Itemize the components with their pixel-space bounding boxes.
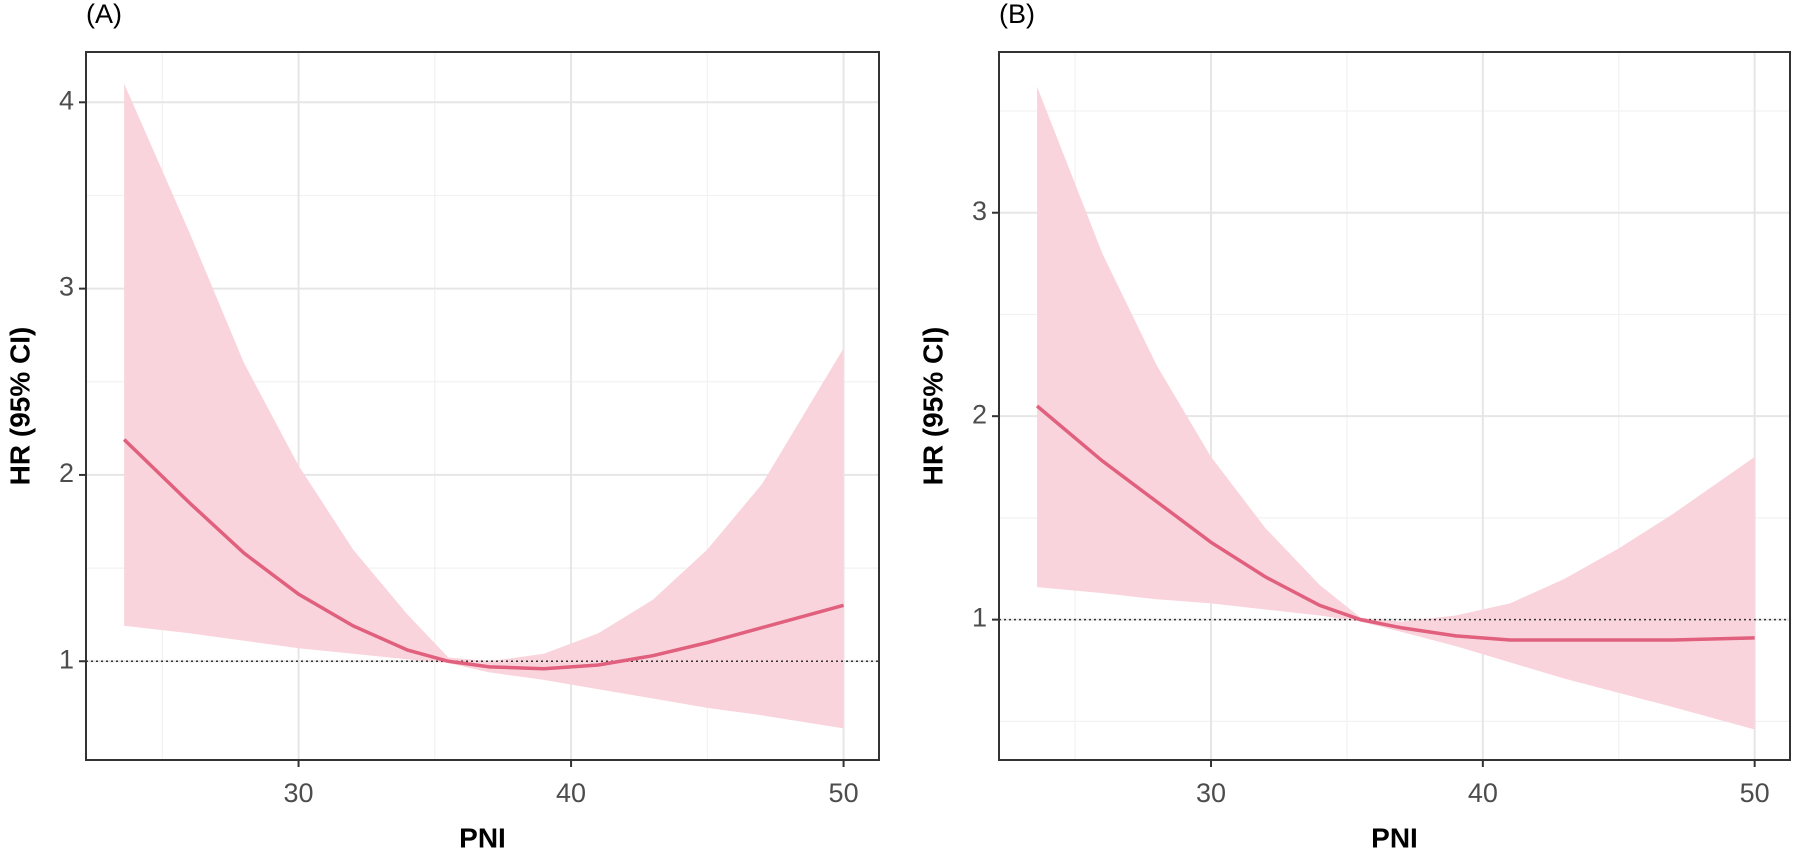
x-axis-title: PNI — [459, 822, 506, 853]
y-tick-label: 1 — [972, 603, 987, 633]
x-tick-label: 30 — [1196, 778, 1226, 808]
panel: (B) 30 40 50 1 2 3 PNI HR (95% CI) — [917, 0, 1791, 853]
ci-band — [124, 83, 844, 729]
panel: (A) 30 40 50 1 2 3 4 PNI HR (95% CI) — [4, 0, 880, 853]
hr-line — [122, 438, 845, 671]
y-tick-label: 2 — [59, 458, 74, 488]
y-axis-title: HR (95% CI) — [917, 327, 948, 486]
hr-line — [1035, 404, 1755, 642]
plot-border — [85, 51, 880, 761]
y-tick-label: 4 — [59, 85, 74, 115]
y-tick-label: 3 — [59, 272, 74, 302]
panel-title: (B) — [999, 0, 1035, 29]
x-tick-label: 50 — [829, 778, 859, 808]
x-tick-label: 40 — [556, 778, 586, 808]
y-axis-title: HR (95% CI) — [4, 327, 35, 486]
x-tick-label: 30 — [284, 778, 314, 808]
y-tick-label: 1 — [59, 644, 74, 674]
plot-border — [998, 51, 1791, 761]
x-tick-label: 40 — [1468, 778, 1498, 808]
ci-band — [1037, 86, 1755, 730]
x-axis-title: PNI — [1371, 822, 1418, 853]
x-tick-label: 50 — [1740, 778, 1770, 808]
y-tick-label: 2 — [972, 399, 987, 429]
y-tick-label: 3 — [972, 196, 987, 226]
panel-title: (A) — [86, 0, 122, 29]
